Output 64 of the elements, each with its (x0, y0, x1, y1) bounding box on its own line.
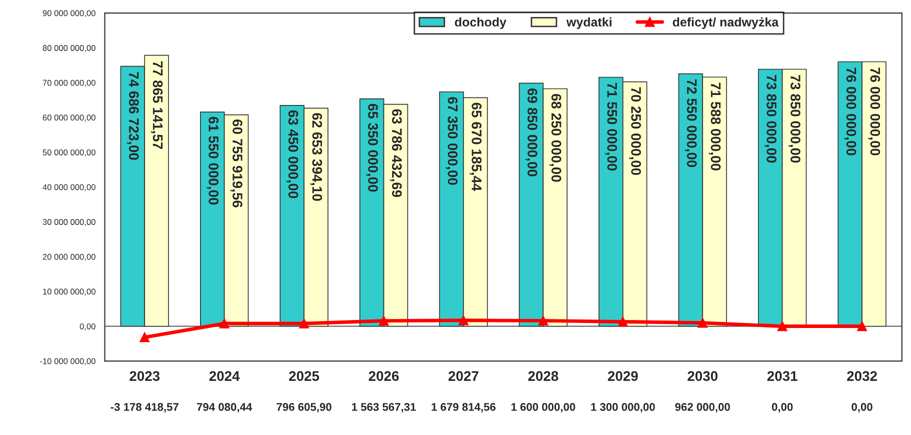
data-label: 61 550 000,00 (206, 116, 218, 205)
data-label: 1 679 814,56 (432, 403, 496, 412)
data-label: 1 600 000,00 (511, 403, 576, 412)
data-label: 67 350 000,00 (446, 97, 458, 185)
data-label: 71 550 000,00 (605, 82, 618, 170)
y-tick-label: 70 000 000,00 (42, 80, 96, 87)
y-tick-label: 0,00 (80, 323, 96, 330)
x-tick-label: 2024 (209, 371, 240, 381)
data-label: -3 178 418,57 (110, 403, 178, 412)
data-label: 796 605,90 (276, 403, 332, 412)
point (618, 316, 628, 327)
data-label: 76 000 000,00 (868, 68, 880, 156)
x-tick-label: 2026 (368, 371, 399, 381)
x-tick-label: 2023 (130, 371, 160, 381)
y-tick-label: 30 000 000,00 (42, 219, 96, 226)
x-tick-label: 2025 (289, 371, 320, 381)
x-tick-label: 2032 (847, 371, 877, 381)
point (299, 318, 309, 328)
data-label: 70 250 000,00 (629, 87, 641, 175)
data-label: 794 080,44 (197, 403, 252, 412)
data-label: 0,00 (772, 403, 793, 412)
y-tick-label: -10 000 000,00 (40, 358, 96, 366)
x-tick-label: 2031 (767, 371, 798, 381)
data-label: 0,00 (852, 403, 872, 412)
point (698, 318, 708, 328)
x-tick-label: 2027 (448, 371, 478, 381)
legend-label: dochody (454, 17, 506, 29)
y-tick-label: 60 000 000,00 (42, 114, 96, 122)
data-label: 962 000,00 (675, 403, 730, 412)
data-label: 1 300 000,00 (591, 403, 655, 412)
data-label: 65 350 000,00 (366, 104, 378, 192)
data-label: 74 686 723,00 (126, 72, 139, 160)
y-tick-label: 90 000 000,00 (42, 10, 96, 18)
x-tick-label: 2028 (528, 371, 558, 381)
x-tick-label: 2029 (608, 371, 638, 381)
data-label: 62 653 394,10 (310, 113, 322, 201)
data-label: 68 250 000,00 (549, 94, 562, 182)
data-label: 69 850 000,00 (525, 88, 538, 176)
point (857, 321, 867, 332)
point (219, 318, 230, 328)
y-tick-label: 40 000 000,00 (42, 184, 96, 192)
data-label: 63 786 432,69 (390, 109, 402, 198)
point (538, 316, 548, 326)
data-label: 76 000 000,00 (844, 68, 856, 156)
x-tick-label: 2030 (688, 371, 718, 381)
data-label: 1 563 567,31 (352, 403, 416, 412)
data-label: 60 755 919,56 (230, 120, 242, 208)
point (777, 321, 788, 332)
legend-label: wydatki (566, 17, 612, 29)
data-label: 71 588 000,00 (708, 82, 721, 170)
point (378, 316, 389, 326)
y-tick-label: 80 000 000,00 (42, 45, 96, 52)
data-label: 77 865 141,57 (150, 61, 163, 149)
data-label: 73 850 000,00 (788, 74, 800, 163)
data-label: 65 670 185,44 (470, 102, 482, 192)
point (458, 316, 468, 326)
y-tick-label: 20 000 000,00 (42, 254, 96, 261)
data-label: 63 450 000,00 (286, 110, 298, 198)
data-label: 72 550 000,00 (684, 79, 697, 168)
y-tick-label: 10 000 000,00 (43, 288, 96, 296)
legend-label: deficyt/ nadwyżka (672, 17, 779, 29)
data-label: 73 850 000,00 (764, 74, 776, 163)
point (140, 332, 150, 342)
y-tick-label: 50 000 000,00 (42, 149, 96, 156)
